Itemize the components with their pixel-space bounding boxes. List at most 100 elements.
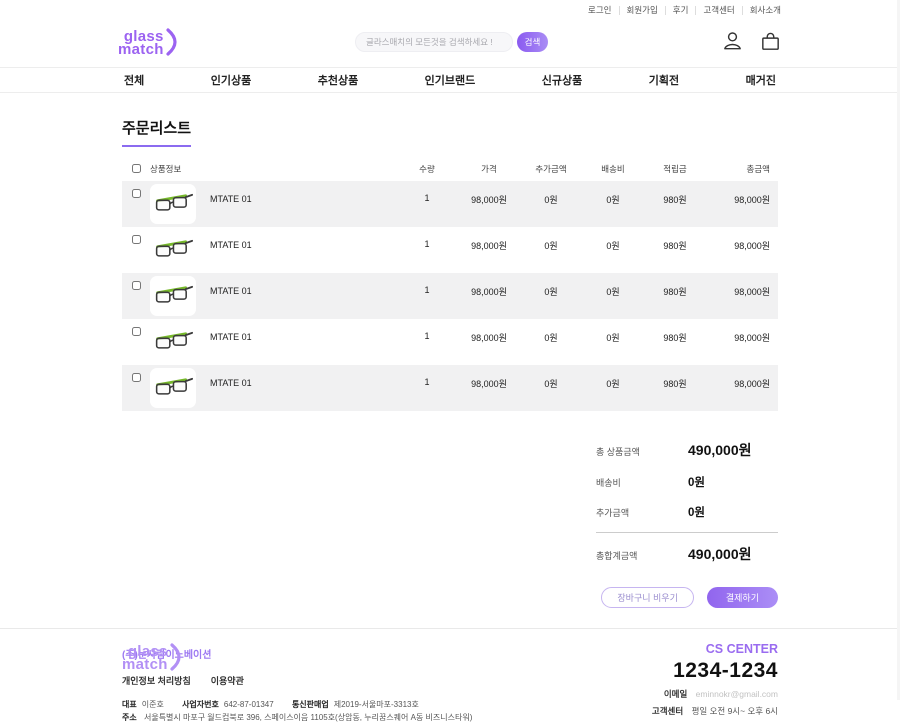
company-info-label: 통신판매업	[291, 700, 329, 709]
row-checkbox[interactable]	[131, 235, 141, 244]
main-nav: 전체 인기상품 추천상품 인기브랜드 신규상품 기획전 매거진	[0, 68, 900, 93]
cs-center: CS CENTER 1234-1234 이메일 eminnokr@gmail.c…	[652, 642, 778, 717]
product-name[interactable]: MTATE 01	[210, 240, 252, 250]
product-name[interactable]: MTATE 01	[210, 378, 252, 388]
reward-points-value: 980원	[663, 195, 687, 205]
product-name[interactable]: MTATE 01	[210, 332, 252, 342]
nav-item[interactable]: 매거진	[745, 75, 776, 87]
total-value: 98,000원	[734, 333, 770, 343]
page-title: 주문리스트	[122, 117, 192, 147]
row-checkbox[interactable]	[131, 189, 141, 198]
address-value: 서울특별시 마포구 월드컵북로 396, 스페이스이음 1105호(상암동, 누…	[143, 713, 473, 722]
summary-row: 배송비 0원	[596, 467, 778, 497]
product-name[interactable]: MTATE 01	[210, 286, 252, 296]
table-row: MTATE 01 1 98,000원 0원 0원 980원 98,000원	[122, 319, 778, 365]
footer-logo[interactable]: glass match	[122, 639, 185, 677]
site-logo[interactable]: glass match	[118, 24, 181, 62]
logo-arc-icon	[166, 27, 181, 62]
row-checkbox[interactable]	[131, 327, 141, 336]
shipping-fee-value: 0원	[606, 195, 620, 205]
product-name[interactable]: MTATE 01	[210, 194, 252, 204]
price-value: 98,000원	[471, 379, 507, 389]
nav-item[interactable]: 인기브랜드	[424, 75, 476, 87]
footer-link[interactable]: 이용약관	[210, 676, 244, 686]
summary-row: 추가금액 0원	[596, 497, 778, 527]
product-image[interactable]	[150, 322, 196, 362]
cart-bag-icon[interactable]	[759, 30, 782, 58]
nav-item[interactable]: 인기상품	[210, 75, 252, 87]
reward-points-value: 980원	[663, 379, 687, 389]
footer-logo-line2: match	[122, 656, 168, 673]
summary-label: 총합계금액	[596, 551, 638, 561]
quantity-value: 1	[424, 239, 430, 249]
quantity-value: 1	[424, 285, 430, 295]
company-name: (주)눈사람이노베이션	[122, 650, 212, 661]
scrollbar[interactable]	[897, 0, 900, 700]
footer-link[interactable]: 개인정보 처리방침	[122, 676, 191, 686]
topbar-link[interactable]: 로그인	[588, 4, 612, 15]
logo-line2: match	[118, 41, 164, 58]
row-checkbox[interactable]	[131, 373, 141, 382]
glasses-icon	[153, 236, 193, 265]
summary-value: 490,000원	[688, 546, 752, 562]
summary-value: 0원	[688, 507, 705, 519]
nav-item[interactable]: 전체	[124, 75, 145, 87]
table-row: MTATE 01 1 98,000원 0원 0원 980원 98,000원	[122, 273, 778, 319]
glasses-icon	[153, 374, 193, 403]
extra-charge-value: 0원	[544, 333, 558, 343]
company-info-label: 사업자번호	[182, 700, 219, 709]
empty-cart-button[interactable]: 장바구니 비우기	[601, 587, 694, 608]
col-shipping-fee: 배송비	[601, 164, 625, 174]
glasses-icon	[153, 328, 193, 357]
company-info-pair: 사업자번호 642-87-01347	[182, 700, 274, 709]
search-input[interactable]	[355, 32, 513, 52]
col-product-info: 상품정보	[150, 164, 182, 174]
nav-item[interactable]: 추천상품	[317, 75, 359, 87]
reward-points-value: 980원	[663, 333, 687, 343]
cs-center-title: CS CENTER	[705, 642, 778, 656]
nav-item[interactable]: 신규상품	[541, 75, 583, 87]
col-price: 가격	[481, 164, 497, 174]
shipping-fee-value: 0원	[606, 241, 620, 251]
table-body: MTATE 01 1 98,000원 0원 0원 980원 98,000원	[122, 181, 778, 411]
topbar-link[interactable]: 회사소개	[741, 5, 788, 15]
company-info-pair: 통신판매업 제2019-서울마포-3313호	[292, 700, 419, 709]
company-info-value: 제2019-서울마포-3313호	[333, 700, 419, 709]
nav-item[interactable]: 기획전	[648, 75, 680, 87]
logo-line1: glass	[123, 27, 164, 45]
product-image[interactable]	[150, 368, 196, 408]
summary-row: 총합계금액 490,000원	[596, 532, 778, 571]
site-footer: glass match (주)눈사람이노베이션 개인정보 처리방침 이용약관 대…	[0, 628, 900, 724]
topbar-link[interactable]: 고객센터	[695, 5, 741, 15]
hours-value: 평일 오전 9시~ 오후 6시	[691, 706, 778, 716]
site-header: glass match 검색	[0, 16, 900, 68]
col-quantity: 수량	[419, 164, 435, 174]
product-image[interactable]	[150, 276, 196, 316]
summary-label: 총 상품금액	[596, 447, 640, 457]
company-info-pair: 대표 이준호	[122, 700, 164, 709]
row-checkbox[interactable]	[131, 281, 141, 290]
checkout-button[interactable]: 결제하기	[706, 587, 778, 608]
email-value: eminnokr@gmail.com	[695, 689, 778, 699]
topbar-link[interactable]: 후기	[664, 5, 696, 15]
search-button[interactable]: 검색	[517, 32, 548, 52]
quantity-value: 1	[424, 331, 430, 341]
footer-logo-arc-icon	[170, 642, 185, 677]
summary-value: 490,000원	[688, 442, 752, 458]
company-info-value: 642-87-01347	[223, 700, 274, 709]
company-info-value: 이준호	[141, 700, 164, 709]
product-image[interactable]	[150, 230, 196, 270]
cs-phone-number: 1234-1234	[673, 659, 778, 682]
select-all-checkbox[interactable]	[131, 163, 141, 173]
product-image[interactable]	[150, 184, 196, 224]
order-summary: 총 상품금액 490,000원 배송비 0원 추가금액 0원 총합계금액 490…	[596, 433, 778, 571]
quantity-value: 1	[424, 377, 430, 387]
summary-label: 추가금액	[596, 508, 630, 518]
extra-charge-value: 0원	[544, 195, 558, 205]
topbar-link[interactable]: 회원가입	[618, 5, 665, 15]
price-value: 98,000원	[471, 333, 507, 343]
email-label: 이메일	[663, 689, 688, 699]
price-value: 98,000원	[471, 195, 507, 205]
user-icon[interactable]	[721, 30, 744, 58]
total-value: 98,000원	[734, 195, 770, 205]
